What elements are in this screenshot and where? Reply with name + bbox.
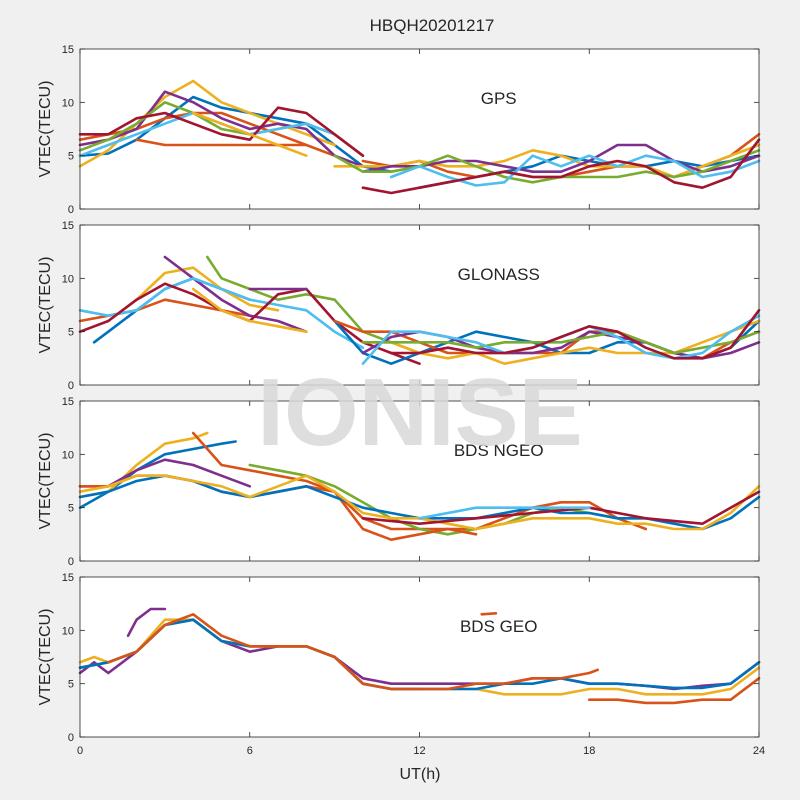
plot-area (80, 577, 759, 737)
series-line-6 (480, 611, 498, 616)
series-line-4 (206, 255, 421, 355)
series-line-7 (191, 287, 308, 334)
y-tick-label: 0 (68, 204, 74, 216)
panel-label: GLONASS (458, 265, 540, 284)
y-tick-label: 15 (62, 572, 74, 584)
figure-title: HBQH20201217 (370, 16, 495, 35)
y-tick-label: 15 (62, 44, 74, 56)
panels: 0 5 10 15 VTEC(TECU) GPS 0 5 10 15 VTEC(TECU) GLONA… (37, 44, 761, 744)
panel-3: 0 5 10 15 VTEC(TECU) BDS GEO (37, 572, 761, 744)
series-line-7 (587, 676, 761, 705)
y-tick-label: 5 (68, 503, 74, 515)
series-line-13 (333, 149, 761, 184)
series-line-3 (78, 90, 365, 168)
series-line-15 (361, 138, 761, 195)
series-line-0 (78, 95, 393, 173)
series-line-13 (361, 330, 761, 355)
y-axis-label: VTEC(TECU) (37, 433, 54, 530)
panel-2: 0 5 10 15 VTEC(TECU) BDS NGEO (37, 396, 761, 568)
y-tick-label: 10 (62, 449, 74, 461)
series-line-11 (333, 143, 761, 179)
x-tick-label: 18 (583, 745, 595, 757)
series-line-8 (191, 111, 308, 157)
watermark: IONISE (257, 359, 582, 466)
series-line-4 (107, 612, 600, 691)
y-tick-label: 10 (62, 273, 74, 285)
panel-label: BDS GEO (460, 617, 537, 636)
panel-label: GPS (481, 89, 517, 108)
series-line-12 (361, 143, 761, 173)
y-tick-label: 5 (68, 327, 74, 339)
plot-area (80, 49, 759, 209)
series-line-14 (389, 154, 761, 187)
x-axis: 0 6 12 18 24 (77, 745, 765, 757)
y-tick-label: 5 (68, 679, 74, 691)
series-line-3 (163, 255, 308, 334)
y-axis-label: VTEC(TECU) (37, 609, 54, 706)
series-line-5 (78, 276, 365, 350)
series-line-9 (418, 506, 591, 520)
y-tick-label: 0 (68, 556, 74, 568)
y-tick-label: 5 (68, 151, 74, 163)
y-tick-label: 10 (62, 97, 74, 109)
series-line-8 (361, 490, 761, 526)
x-tick-label: 6 (247, 745, 253, 757)
x-tick-label: 0 (77, 745, 83, 757)
series-line-11 (361, 319, 761, 366)
series-line-4 (248, 463, 648, 536)
series-line-5 (126, 607, 167, 638)
series-line-6 (78, 106, 365, 157)
y-tick-label: 0 (68, 732, 74, 744)
panel-0: 0 5 10 15 VTEC(TECU) GPS (37, 44, 761, 216)
panel-label: BDS NGEO (454, 441, 544, 460)
y-tick-label: 10 (62, 625, 74, 637)
y-tick-label: 15 (62, 220, 74, 232)
y-axis-label: VTEC(TECU) (37, 81, 54, 178)
y-axis-label: VTEC(TECU) (37, 257, 54, 354)
x-axis-label: UT(h) (400, 766, 441, 783)
x-tick-label: 12 (413, 745, 425, 757)
x-tick-label: 24 (753, 745, 765, 757)
series-line-2 (78, 79, 336, 168)
y-tick-label: 15 (62, 396, 74, 408)
series-line-15 (389, 308, 761, 360)
panel-1: 0 5 10 15 VTEC(TECU) GLONASS (37, 220, 761, 392)
y-tick-label: 0 (68, 380, 74, 392)
